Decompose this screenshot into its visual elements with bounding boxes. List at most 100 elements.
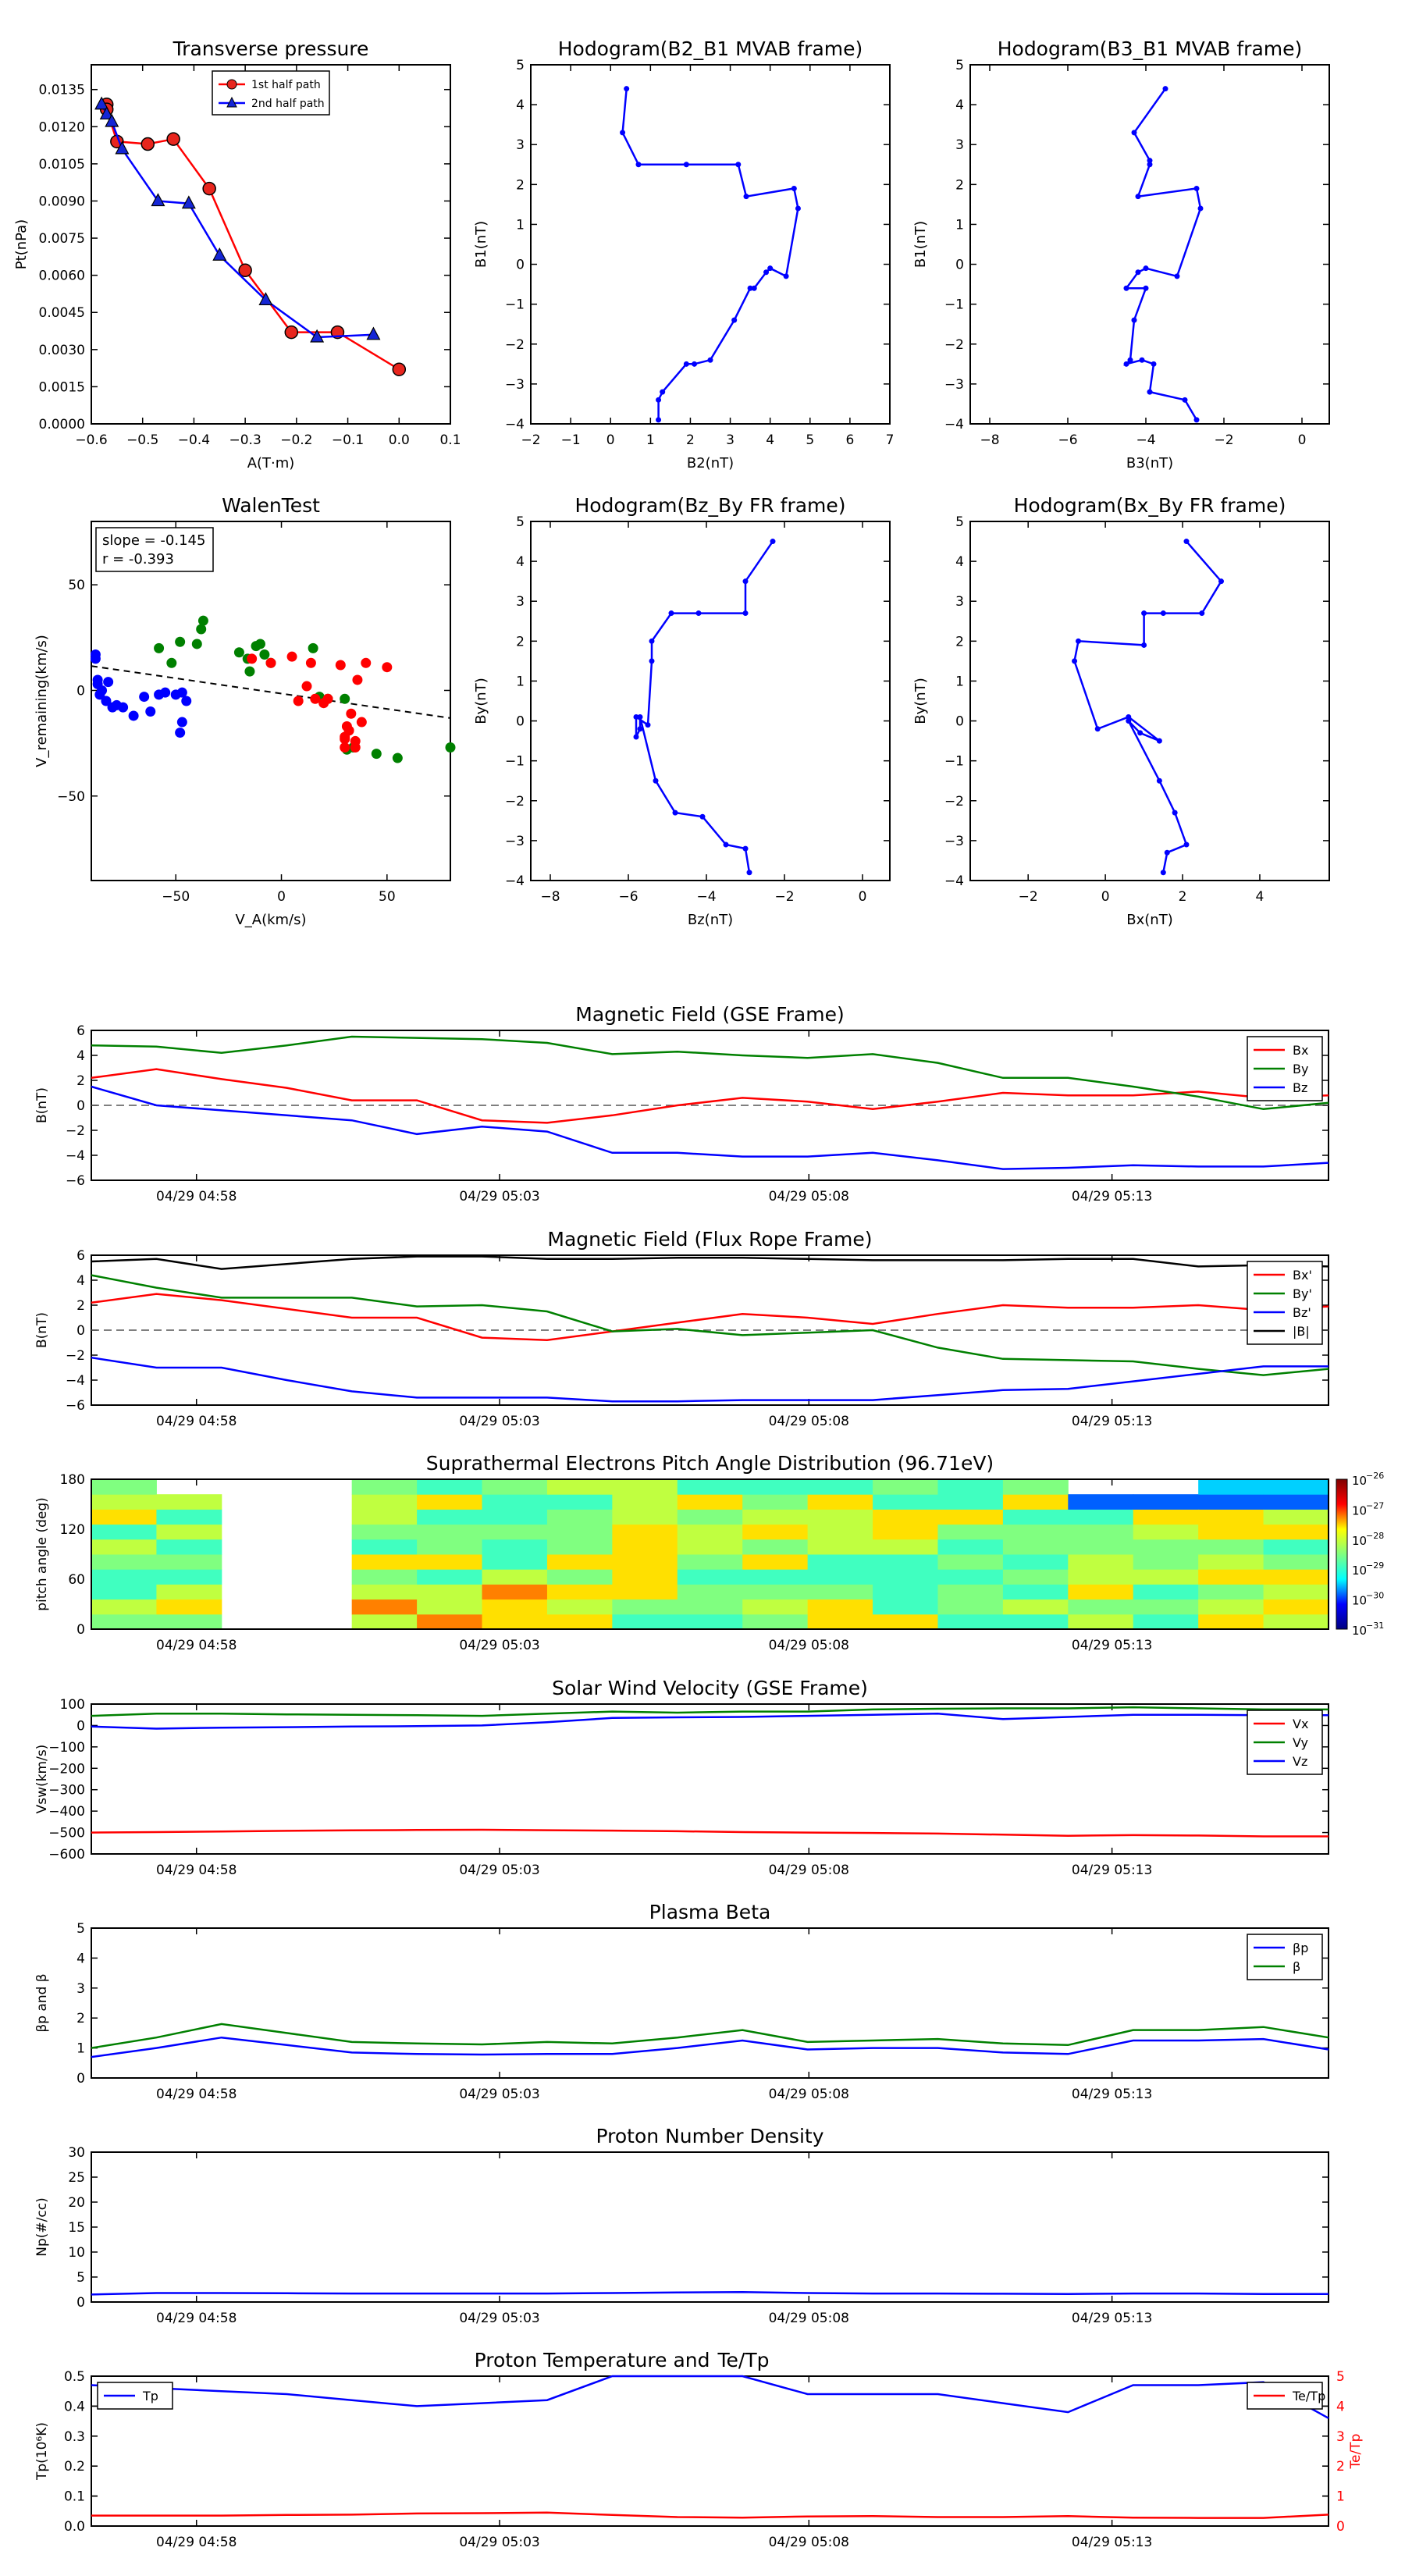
heatmap-cell xyxy=(351,1524,418,1540)
y-tick-label: 4 xyxy=(516,554,525,570)
y-axis-label: By(nT) xyxy=(473,678,489,724)
y-tick-label: 20 xyxy=(68,2195,85,2211)
y-tick-label: 5 xyxy=(76,1921,85,1937)
legend-label: 2nd half path xyxy=(251,98,325,110)
data-point xyxy=(1123,285,1129,291)
data-point xyxy=(202,181,216,196)
data-point xyxy=(633,734,639,740)
heatmap-cell xyxy=(1198,1554,1264,1570)
data-point xyxy=(672,809,678,816)
y-tick-label: 0.0135 xyxy=(39,83,85,98)
colorbar-tick-exponent: −30 xyxy=(1366,1591,1384,1601)
x-axis-label: Bx(nT) xyxy=(1126,912,1172,928)
x-tick-label: 04/29 05:13 xyxy=(1072,2535,1152,2550)
heatmap-cell xyxy=(612,1569,678,1585)
legend-label: |B| xyxy=(1293,1324,1310,1339)
heatmap-cell xyxy=(1133,1599,1199,1615)
x-tick-label: 04/29 05:03 xyxy=(459,1863,539,1878)
data-point xyxy=(1126,713,1132,720)
data-point xyxy=(1160,870,1166,876)
heatmap-cell xyxy=(1002,1554,1069,1570)
heatmap-cell xyxy=(677,1584,743,1600)
heatmap-cell xyxy=(417,1569,483,1585)
y-tick-label: 0.0 xyxy=(64,2519,85,2535)
heatmap-cell xyxy=(156,1509,222,1525)
data-point xyxy=(1182,397,1188,403)
x-tick-label: 04/29 04:58 xyxy=(156,1638,237,1653)
data-point xyxy=(105,113,119,127)
y-tick-label: −600 xyxy=(48,1847,85,1863)
data-point xyxy=(308,642,318,653)
colorbar-tick-base: 10 xyxy=(1352,1594,1367,1608)
heatmap-cell xyxy=(937,1599,1004,1615)
x-tick-label: 3 xyxy=(726,432,735,448)
x-tick-label: 04/29 04:58 xyxy=(156,1414,237,1429)
data-point xyxy=(322,693,333,704)
legend-label: Bz' xyxy=(1293,1305,1311,1320)
x-tick-label: 0 xyxy=(277,889,286,905)
heatmap-cell xyxy=(1198,1539,1264,1555)
x-tick-label: 04/29 04:58 xyxy=(156,2535,237,2550)
heatmap-cell xyxy=(546,1479,613,1495)
heatmap-cell xyxy=(807,1539,873,1555)
x-tick-label: 04/29 05:13 xyxy=(1072,2087,1152,2102)
series-line xyxy=(91,1068,1329,1124)
data-point xyxy=(176,687,187,698)
y-axis-label: Np(#/cc) xyxy=(34,2197,50,2256)
data-point xyxy=(265,657,276,668)
data-point xyxy=(656,397,662,403)
heatmap-cell xyxy=(612,1554,678,1570)
y-tick-label: −1 xyxy=(505,297,525,313)
x-tick-label: 04/29 05:03 xyxy=(459,1638,539,1653)
heatmap-cell xyxy=(677,1479,743,1495)
series-line xyxy=(91,1085,1329,1170)
data-point xyxy=(340,693,350,704)
y-tick-label: 25 xyxy=(68,2170,85,2186)
heatmap-cell xyxy=(873,1479,938,1495)
data-point xyxy=(1197,205,1204,212)
data-point xyxy=(1141,610,1147,617)
data-point xyxy=(97,685,108,696)
heatmap-cell xyxy=(1133,1554,1199,1570)
data-point xyxy=(1123,361,1129,367)
y-tick-label: 1 xyxy=(516,217,525,233)
y-tick-label: −4 xyxy=(66,1148,85,1164)
series-line xyxy=(635,540,774,873)
plot-area xyxy=(91,2375,1329,2527)
heatmap-cell xyxy=(1068,1584,1134,1600)
x-tick-label: 1 xyxy=(646,432,655,448)
heatmap-cell xyxy=(482,1509,548,1525)
data-point xyxy=(1141,642,1147,648)
y-tick-label: −1 xyxy=(944,754,964,770)
heatmap-cell xyxy=(417,1554,483,1570)
heatmap-cell xyxy=(546,1554,613,1570)
chart-title-math: Te/Tp xyxy=(717,2349,770,2371)
heatmap-cell xyxy=(156,1584,222,1600)
heatmap-cell xyxy=(482,1599,548,1615)
plot-area xyxy=(530,521,891,881)
legend xyxy=(1247,1934,1323,1980)
heatmap-cell xyxy=(91,1614,157,1630)
legend-label: 1st half path xyxy=(251,79,321,91)
heatmap-cell xyxy=(1263,1569,1329,1585)
colorbar-tick-exponent: −29 xyxy=(1366,1560,1384,1571)
heatmap-cell xyxy=(677,1509,743,1525)
series-line xyxy=(91,1255,1329,1270)
series-line xyxy=(91,2036,1329,2058)
heatmap-cell xyxy=(807,1494,873,1510)
y-tick-label: 0.0015 xyxy=(39,379,85,395)
heatmap-cell xyxy=(742,1584,809,1600)
data-point xyxy=(310,693,321,704)
heatmap-cell xyxy=(1068,1494,1134,1510)
y2-tick-label: 2 xyxy=(1336,2459,1345,2475)
data-point xyxy=(371,749,382,760)
y-axis-label: Tp(10⁶K) xyxy=(34,2422,50,2481)
y-tick-label: −2 xyxy=(66,1348,85,1364)
panel-np: Proton Number Density 0 5 10 15 20 25 30 04/29 0… xyxy=(34,2125,1329,2326)
heatmap-cell xyxy=(1002,1524,1069,1540)
heatmap-cell xyxy=(873,1569,938,1585)
data-point xyxy=(742,610,749,617)
chart-title: Proton Number Density xyxy=(596,2125,824,2147)
series-line xyxy=(91,1828,1329,1838)
heatmap-cell xyxy=(1198,1569,1264,1585)
